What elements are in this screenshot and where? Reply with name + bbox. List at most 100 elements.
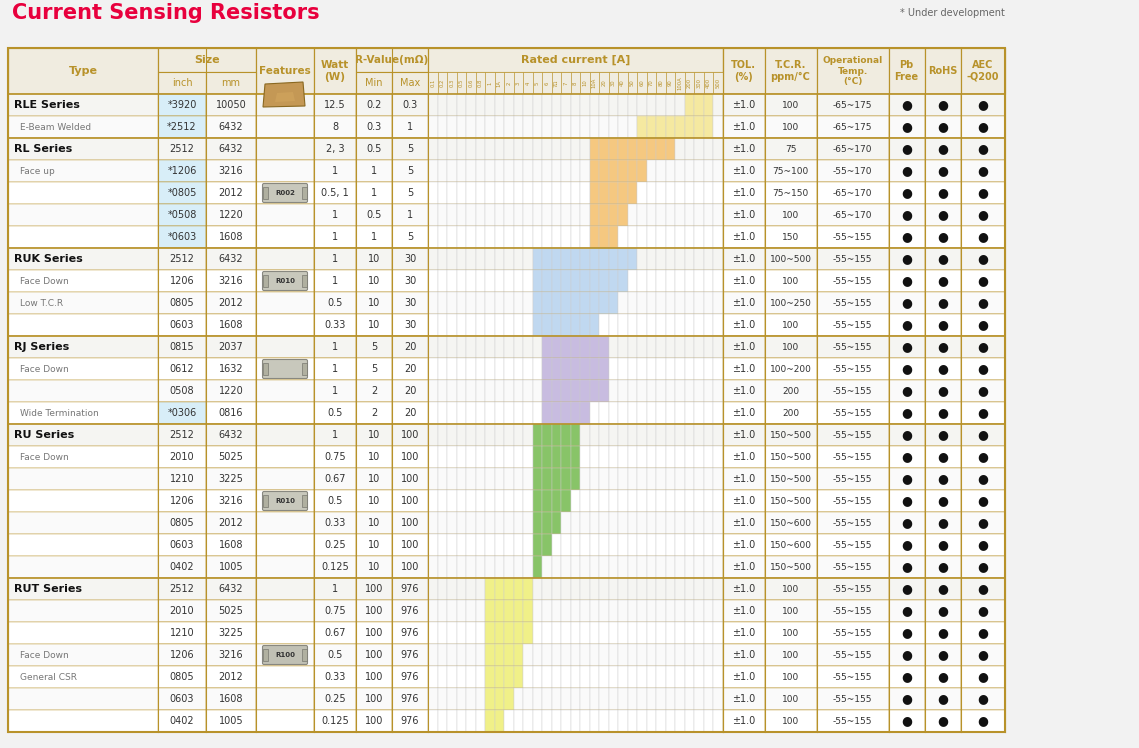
Bar — [599, 248, 608, 270]
Bar — [590, 380, 599, 402]
Bar — [494, 556, 503, 578]
Bar — [485, 710, 494, 732]
Bar — [618, 490, 628, 512]
Bar — [722, 446, 764, 468]
Bar — [628, 512, 637, 534]
Bar — [314, 644, 357, 666]
Bar — [475, 600, 485, 622]
Bar — [457, 358, 466, 380]
Bar — [503, 380, 514, 402]
Bar — [533, 270, 542, 292]
Text: ●: ● — [937, 143, 948, 156]
Bar — [494, 534, 503, 556]
Bar — [466, 314, 475, 336]
Bar — [206, 226, 256, 248]
Text: 5: 5 — [407, 188, 413, 198]
Bar — [925, 556, 960, 578]
Bar — [485, 688, 494, 710]
Bar — [685, 644, 694, 666]
Bar — [637, 688, 647, 710]
Text: 976: 976 — [401, 606, 419, 616]
Bar — [590, 314, 599, 336]
Bar — [685, 556, 694, 578]
Bar — [694, 314, 704, 336]
Bar — [314, 292, 357, 314]
Bar — [580, 358, 590, 380]
Bar — [314, 666, 357, 688]
Bar — [590, 116, 599, 138]
Bar — [551, 512, 562, 534]
Text: 100: 100 — [781, 277, 800, 286]
Bar — [647, 138, 656, 160]
Bar — [314, 160, 357, 182]
Bar — [960, 336, 1005, 358]
Bar — [960, 48, 1005, 94]
Bar — [485, 292, 494, 314]
Bar — [713, 556, 722, 578]
Bar — [392, 94, 428, 116]
Bar — [485, 446, 494, 468]
Bar — [628, 160, 637, 182]
Bar — [158, 204, 206, 226]
Text: 5: 5 — [407, 166, 413, 176]
Bar — [571, 138, 580, 160]
Text: 10: 10 — [368, 320, 380, 330]
Bar — [8, 600, 1005, 622]
Text: ±1.0: ±1.0 — [732, 364, 755, 374]
Bar — [446, 336, 457, 358]
Bar — [551, 226, 562, 248]
Bar — [656, 72, 665, 94]
Bar — [608, 534, 618, 556]
Bar — [704, 578, 713, 600]
Bar — [656, 644, 665, 666]
Text: RUT Series: RUT Series — [14, 584, 82, 594]
Bar — [704, 446, 713, 468]
Bar — [704, 160, 713, 182]
Bar — [925, 270, 960, 292]
Bar — [599, 292, 608, 314]
Bar — [551, 204, 562, 226]
Bar — [599, 468, 608, 490]
Bar — [713, 270, 722, 292]
Text: 0.25: 0.25 — [325, 540, 346, 550]
Bar — [608, 160, 618, 182]
Bar — [542, 314, 551, 336]
Text: 3: 3 — [516, 82, 521, 85]
Bar — [437, 600, 446, 622]
Bar — [542, 336, 551, 358]
Text: ●: ● — [977, 627, 988, 640]
Bar — [206, 666, 256, 688]
Bar — [817, 578, 888, 600]
Bar — [542, 666, 551, 688]
Bar — [599, 424, 608, 446]
Text: 100: 100 — [364, 628, 383, 638]
Bar — [551, 358, 562, 380]
Bar — [494, 138, 503, 160]
Bar — [580, 182, 590, 204]
Bar — [357, 160, 392, 182]
Text: 5: 5 — [407, 232, 413, 242]
Text: 976: 976 — [401, 716, 419, 726]
Bar — [392, 314, 428, 336]
Bar — [256, 556, 314, 578]
Text: ●: ● — [977, 253, 988, 266]
Bar — [656, 226, 665, 248]
Bar — [475, 556, 485, 578]
Bar — [628, 446, 637, 468]
Bar — [590, 688, 599, 710]
Text: ●: ● — [901, 670, 912, 684]
Bar — [713, 358, 722, 380]
Text: 6432: 6432 — [219, 122, 244, 132]
Text: 1210: 1210 — [170, 628, 195, 638]
Bar — [206, 292, 256, 314]
Bar — [485, 512, 494, 534]
Bar — [551, 94, 562, 116]
Text: 1: 1 — [331, 232, 338, 242]
Text: ●: ● — [937, 473, 948, 485]
Bar — [494, 512, 503, 534]
Bar — [437, 94, 446, 116]
Bar — [503, 666, 514, 688]
Text: 100: 100 — [401, 518, 419, 528]
Bar — [494, 116, 503, 138]
Bar — [580, 644, 590, 666]
